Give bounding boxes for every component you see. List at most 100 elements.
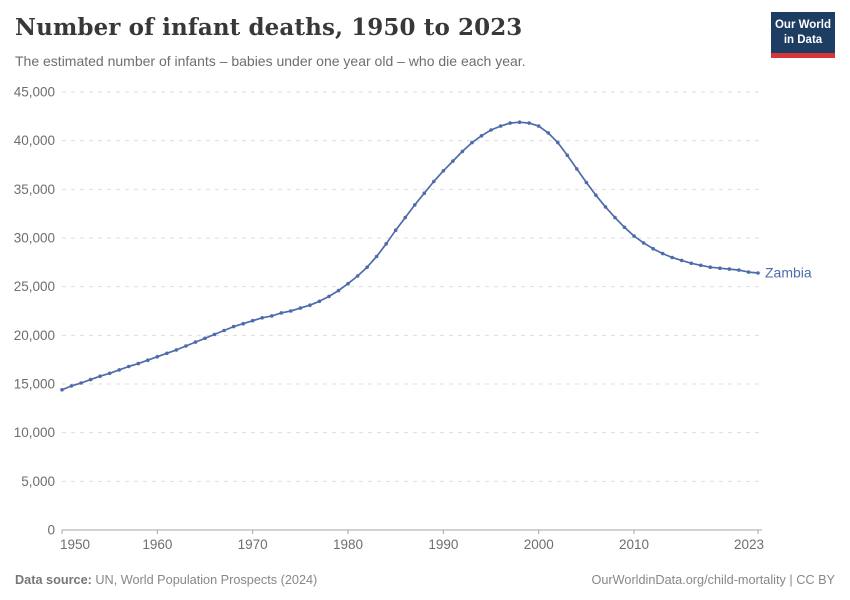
data-point[interactable] [641,241,646,245]
data-point[interactable] [508,121,512,125]
data-point[interactable] [479,134,484,138]
data-point[interactable] [556,140,560,145]
data-point[interactable] [498,124,503,128]
data-point[interactable] [336,288,341,293]
data-point[interactable] [365,265,369,269]
data-point[interactable] [603,205,608,209]
data-point[interactable] [317,299,322,304]
y-tick-label: 40,000 [14,133,55,148]
data-point[interactable] [565,153,570,158]
data-point[interactable] [346,281,350,286]
data-point[interactable] [737,268,741,272]
data-point[interactable] [708,265,713,269]
y-tick-label: 35,000 [14,182,55,197]
data-point[interactable] [384,242,389,246]
data-point[interactable] [536,124,541,128]
data-point[interactable] [374,254,379,259]
data-point[interactable] [393,228,398,232]
owid-logo-line1: Our World [774,19,831,31]
data-point[interactable] [165,351,169,356]
data-point[interactable] [460,149,465,154]
data-point[interactable] [107,371,112,376]
x-tick-label: 1980 [333,537,363,552]
y-tick-label: 30,000 [14,231,55,246]
data-point[interactable] [289,309,293,313]
data-point[interactable] [260,316,265,320]
line-chart[interactable]: 0 5,000 10,000 15,000 20,000 25,000 30,000 35,0… [0,80,850,560]
data-point[interactable] [699,263,703,268]
x-tick-label: 1960 [142,537,172,552]
data-point[interactable] [651,246,655,251]
data-source-note: Data source: UN, World Population Prospe… [15,573,317,587]
data-point[interactable] [231,324,236,329]
chart-subtitle: The estimated number of infants – babies… [15,53,526,69]
data-point[interactable] [575,167,579,171]
data-point[interactable] [146,358,150,363]
data-point[interactable] [308,303,312,307]
data-point[interactable] [670,255,674,260]
data-point[interactable] [193,340,198,344]
data-point[interactable] [60,388,64,392]
data-point[interactable] [451,159,455,163]
data-source-value: UN, World Population Prospects (2024) [91,573,318,587]
data-point[interactable] [718,266,722,270]
data-point[interactable] [403,215,408,220]
x-tick-label: 2023 [734,537,764,552]
data-point[interactable] [355,274,360,278]
data-point[interactable] [279,311,284,315]
data-point[interactable] [489,128,493,132]
data-point[interactable] [727,267,732,271]
data-point[interactable] [413,203,417,207]
data-point[interactable] [155,354,160,359]
x-tick-label: 1950 [60,537,90,552]
y-tick-label: 45,000 [14,85,55,100]
data-point[interactable] [660,251,665,256]
data-point[interactable] [746,270,751,274]
data-point[interactable] [584,180,589,185]
y-tick-label: 15,000 [14,377,55,392]
data-point[interactable] [69,384,74,388]
data-point[interactable] [203,336,207,341]
x-tick-label: 2010 [619,537,649,552]
data-point[interactable] [79,381,83,385]
data-point[interactable] [432,179,436,184]
data-point[interactable] [174,348,179,352]
data-source-label: Data source: [15,573,92,587]
data-point[interactable] [88,377,93,382]
data-point[interactable] [117,368,121,372]
entity-label[interactable]: Zambia [765,265,812,281]
y-tick-label: 10,000 [14,425,55,440]
data-point[interactable] [298,306,303,310]
data-point[interactable] [527,121,531,125]
data-point[interactable] [594,193,598,197]
data-point[interactable] [327,294,331,299]
data-point[interactable] [756,271,760,275]
data-point[interactable] [136,361,141,366]
data-point[interactable] [212,332,217,337]
data-point[interactable] [250,318,255,323]
data-point[interactable] [613,215,617,220]
x-tick-label: 1970 [238,537,268,552]
data-point[interactable] [98,374,102,379]
page-title: Number of infant deaths, 1950 to 2023 [15,14,523,41]
data-point[interactable] [422,191,427,195]
y-tick-label: 0 [47,523,55,538]
owid-link[interactable]: OurWorldinData.org/child-mortality | CC … [591,573,836,587]
data-point[interactable] [241,321,245,326]
data-point[interactable] [632,234,636,238]
data-point[interactable] [689,261,694,266]
data-point[interactable] [546,131,550,135]
data-point[interactable] [679,258,684,263]
series-line-zambia[interactable] [61,121,759,391]
data-point[interactable] [222,328,226,333]
data-point[interactable] [441,169,446,173]
data-point[interactable] [270,314,274,318]
data-point[interactable] [184,344,188,348]
data-point[interactable] [622,225,627,230]
owid-logo: Our World in Data [771,12,835,58]
y-tick-label: 20,000 [14,328,55,343]
data-point[interactable] [126,364,131,369]
data-point[interactable] [470,140,474,145]
data-point[interactable] [517,120,522,124]
